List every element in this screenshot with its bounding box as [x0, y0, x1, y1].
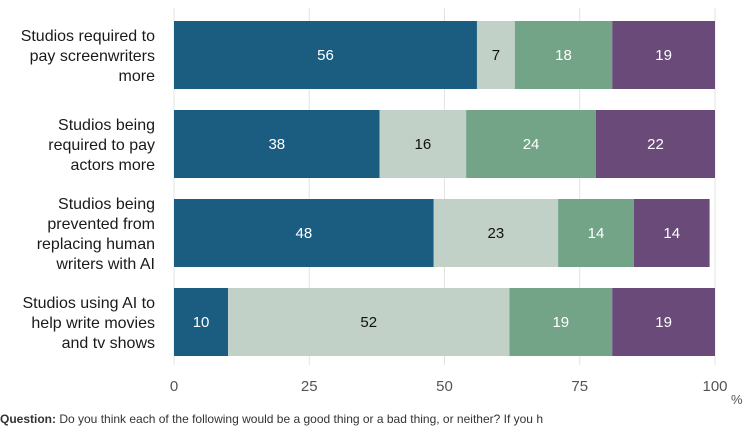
bar-segment: [595, 110, 715, 178]
bar-segment: [558, 199, 634, 267]
data-label: 19: [552, 314, 569, 331]
bar-segment: [476, 21, 515, 89]
category-labels: Studios required to pay screenwriters more…: [21, 28, 155, 352]
data-label: 10: [193, 314, 210, 331]
data-label: 22: [647, 136, 664, 153]
bar-segment: [379, 110, 467, 178]
data-label: 52: [360, 314, 377, 331]
data-label: 56: [317, 47, 334, 64]
category-label: Studios using AI to help write movies and …: [22, 295, 155, 352]
bar-segment: [433, 199, 559, 267]
data-label: 7: [492, 47, 500, 64]
bar-segment: [174, 199, 434, 267]
bar-segment: [612, 21, 715, 89]
data-label: 19: [655, 47, 672, 64]
x-tick-label: 0: [170, 378, 178, 395]
bar-segment: [612, 288, 715, 356]
category-label: Studios being prevented from replacing hum…: [37, 196, 155, 273]
bar-segment: [633, 199, 710, 267]
x-axis-unit: %: [731, 392, 743, 407]
bar-segment: [174, 110, 380, 178]
bar-segment: [466, 110, 596, 178]
data-label: 19: [655, 314, 672, 331]
bar-segment: [228, 288, 510, 356]
x-tick-label: 100: [702, 378, 727, 395]
bar-segment: [174, 288, 229, 356]
x-tick-label: 75: [571, 378, 588, 395]
bar-segment: [509, 288, 613, 356]
category-label: Studios being required to pay actors more: [48, 117, 155, 174]
data-label: 48: [295, 225, 312, 242]
data-label: 14: [663, 225, 680, 242]
x-tick-label: 25: [301, 378, 318, 395]
question-footnote: Question: Do you think each of the follo…: [0, 412, 747, 426]
data-label: 38: [268, 136, 285, 153]
x-axis-ticks: 0 25 50 75 100%: [170, 378, 743, 407]
footnote-text: Do you think each of the following would…: [56, 412, 543, 426]
data-label: 16: [415, 136, 432, 153]
data-label: 18: [555, 47, 572, 64]
bar-segment: [174, 21, 477, 89]
data-label: 23: [488, 225, 505, 242]
data-label: 24: [523, 136, 540, 153]
category-label: Studios required to pay screenwriters more: [21, 28, 155, 85]
stacked-bar-chart: 56 7 18 19 38 16 24 22 48 23 14 14 10 52 19 19 Studios …: [21, 8, 743, 407]
x-tick-label: 50: [436, 378, 453, 395]
bar-segment: [514, 21, 613, 89]
footnote-label: Question:: [0, 412, 56, 426]
bars: 56 7 18 19 38 16 24 22 48 23 14 14 10 52 19 19: [174, 21, 715, 356]
data-label: 14: [588, 225, 605, 242]
